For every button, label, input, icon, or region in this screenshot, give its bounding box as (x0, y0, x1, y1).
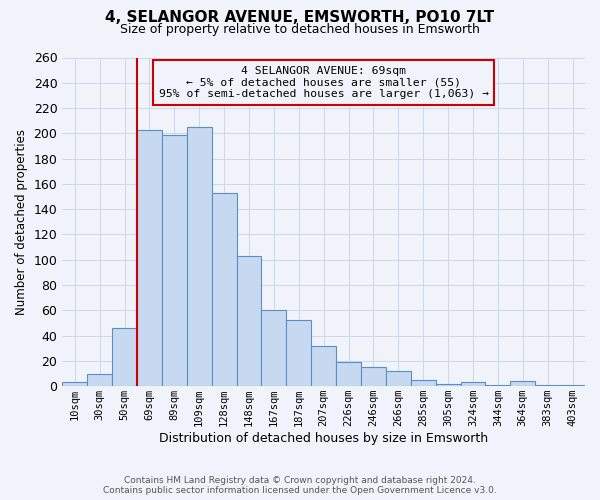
Bar (411, 380, 436, 386)
Bar (212, 193, 236, 386)
Bar (461, 382, 485, 386)
Bar (137, 130, 162, 386)
Text: 4, SELANGOR AVENUE, EMSWORTH, PO10 7LT: 4, SELANGOR AVENUE, EMSWORTH, PO10 7LT (106, 10, 494, 25)
Bar (436, 384, 461, 386)
Bar (361, 367, 386, 386)
Bar (560, 385, 585, 386)
Bar (336, 362, 361, 386)
Text: 4 SELANGOR AVENUE: 69sqm
← 5% of detached houses are smaller (55)
95% of semi-de: 4 SELANGOR AVENUE: 69sqm ← 5% of detache… (158, 66, 488, 99)
X-axis label: Distribution of detached houses by size in Emsworth: Distribution of detached houses by size … (159, 432, 488, 445)
Bar (386, 371, 411, 386)
Text: Size of property relative to detached houses in Emsworth: Size of property relative to detached ho… (120, 22, 480, 36)
Bar (485, 385, 511, 386)
Bar (311, 346, 336, 386)
Bar (511, 381, 535, 386)
Bar (62, 382, 87, 386)
Y-axis label: Number of detached properties: Number of detached properties (15, 129, 28, 315)
Bar (187, 127, 212, 386)
Bar (535, 385, 560, 386)
Bar (262, 310, 286, 386)
Text: Contains HM Land Registry data © Crown copyright and database right 2024.
Contai: Contains HM Land Registry data © Crown c… (103, 476, 497, 495)
Bar (286, 320, 311, 386)
Bar (162, 134, 187, 386)
Bar (112, 328, 137, 386)
Bar (236, 256, 262, 386)
Bar (87, 374, 112, 386)
